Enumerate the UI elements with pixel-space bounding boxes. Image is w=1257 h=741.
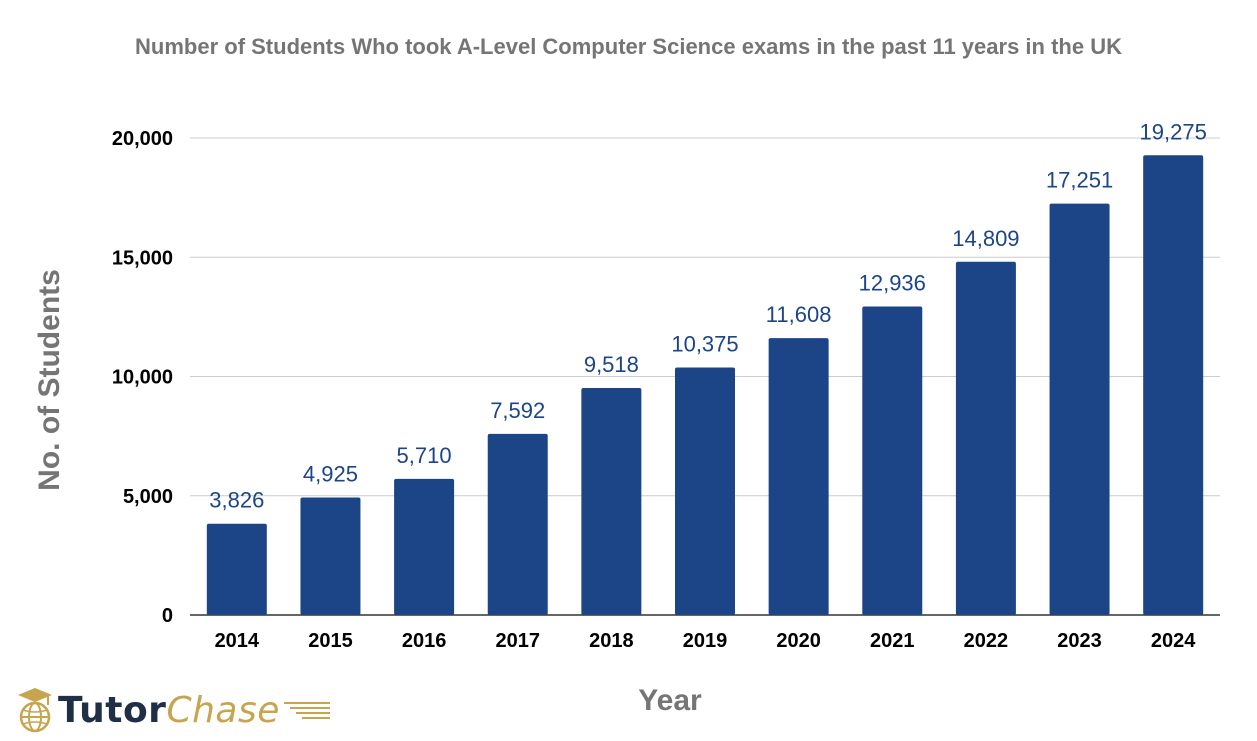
y-axis-title: No. of Students xyxy=(33,269,66,491)
y-tick-label: 5,000 xyxy=(123,486,173,508)
bar xyxy=(487,433,548,615)
data-label: 11,608 xyxy=(766,302,832,327)
x-tick-label: 2014 xyxy=(215,630,260,652)
x-axis-title: Year xyxy=(638,684,702,717)
data-label: 4,925 xyxy=(303,462,358,487)
data-label: 12,936 xyxy=(859,270,926,295)
globe-graduation-cap-icon xyxy=(18,688,52,733)
data-label: 9,518 xyxy=(584,352,639,377)
bar xyxy=(206,523,267,615)
bar xyxy=(955,261,1016,615)
x-tick-label: 2016 xyxy=(402,630,447,652)
data-label: 10,375 xyxy=(671,332,738,357)
bar xyxy=(675,367,735,615)
x-tick-label: 2022 xyxy=(964,630,1009,652)
y-tick-label: 15,000 xyxy=(112,247,173,269)
speed-lines-icon xyxy=(283,702,330,719)
x-tick-label: 2024 xyxy=(1151,630,1196,652)
y-tick-label: 20,000 xyxy=(112,128,173,150)
data-label: 7,592 xyxy=(490,398,545,423)
x-tick-label: 2019 xyxy=(683,630,728,652)
x-tick-label: 2023 xyxy=(1057,630,1102,652)
tutorchase-logo: TutorChase xyxy=(14,682,332,738)
bar xyxy=(394,478,455,615)
data-label: 19,275 xyxy=(1140,119,1207,144)
logo-text-tutor: Tutor xyxy=(58,689,167,731)
bar xyxy=(581,387,642,615)
data-label: 5,710 xyxy=(397,443,452,468)
data-label: 17,251 xyxy=(1046,168,1113,193)
x-tick-label: 2017 xyxy=(495,630,540,652)
x-tick-label: 2015 xyxy=(308,630,353,652)
bar xyxy=(768,338,829,615)
chart-title: Number of Students Who took A-Level Comp… xyxy=(135,34,1122,59)
bar xyxy=(1049,203,1110,615)
data-label: 3,826 xyxy=(209,488,264,513)
y-tick-label: 0 xyxy=(162,605,173,627)
logo-text-chase: Chase xyxy=(166,689,280,731)
x-tick-label: 2020 xyxy=(776,630,821,652)
x-tick-label: 2021 xyxy=(870,630,915,652)
bar xyxy=(1143,155,1204,615)
bar xyxy=(862,306,923,615)
bar xyxy=(300,497,361,615)
data-label: 14,809 xyxy=(952,226,1019,251)
y-tick-label: 10,000 xyxy=(112,367,173,389)
x-tick-label: 2018 xyxy=(589,630,634,652)
